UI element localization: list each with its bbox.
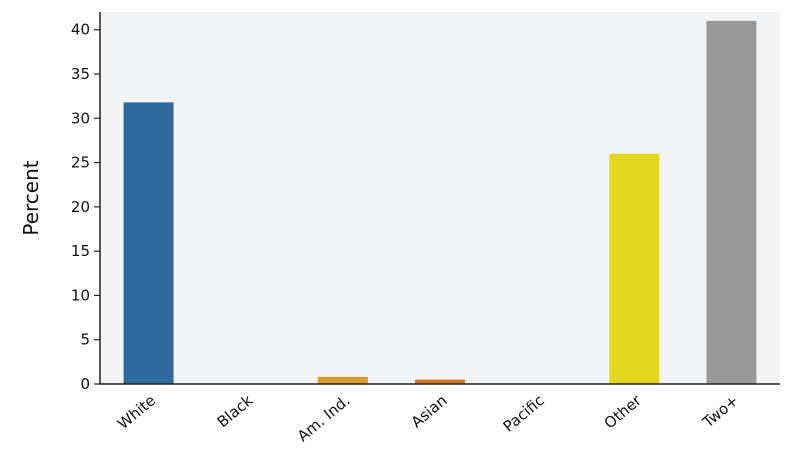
- y-tick-label: 20: [71, 198, 90, 216]
- y-axis-title: Percent: [19, 160, 43, 235]
- y-tick-label: 25: [71, 154, 90, 172]
- x-tick-labels: White Black Am. Ind. Asian Pacific Other Two+: [114, 391, 742, 446]
- x-tick-label: Two+: [698, 391, 742, 432]
- bars-layer: [123, 20, 757, 384]
- bar-am-ind: [317, 376, 368, 384]
- x-tick-label: Asian: [408, 391, 451, 431]
- x-tick-label: Black: [214, 391, 257, 431]
- bar-other: [609, 153, 660, 384]
- bar-asian: [415, 379, 465, 384]
- x-tick-label: Pacific: [500, 391, 548, 435]
- y-tick-label: 15: [71, 242, 90, 260]
- x-tick-label: Other: [601, 391, 646, 433]
- y-tick-label: 0: [80, 375, 90, 393]
- y-tick-label: 35: [71, 65, 90, 83]
- bar-two: [706, 20, 757, 384]
- y-tick-label: 10: [71, 286, 90, 304]
- bar-white: [123, 102, 174, 384]
- x-tick-label: White: [114, 391, 159, 433]
- y-tick-label: 5: [80, 331, 90, 349]
- plot-background: [100, 12, 780, 384]
- y-tick-label: 30: [71, 109, 90, 127]
- x-tick-label: Am. Ind.: [294, 391, 354, 445]
- y-ticks: 0 5 10 15 20 25 30 35 40: [71, 21, 100, 393]
- y-tick-label: 40: [71, 21, 90, 39]
